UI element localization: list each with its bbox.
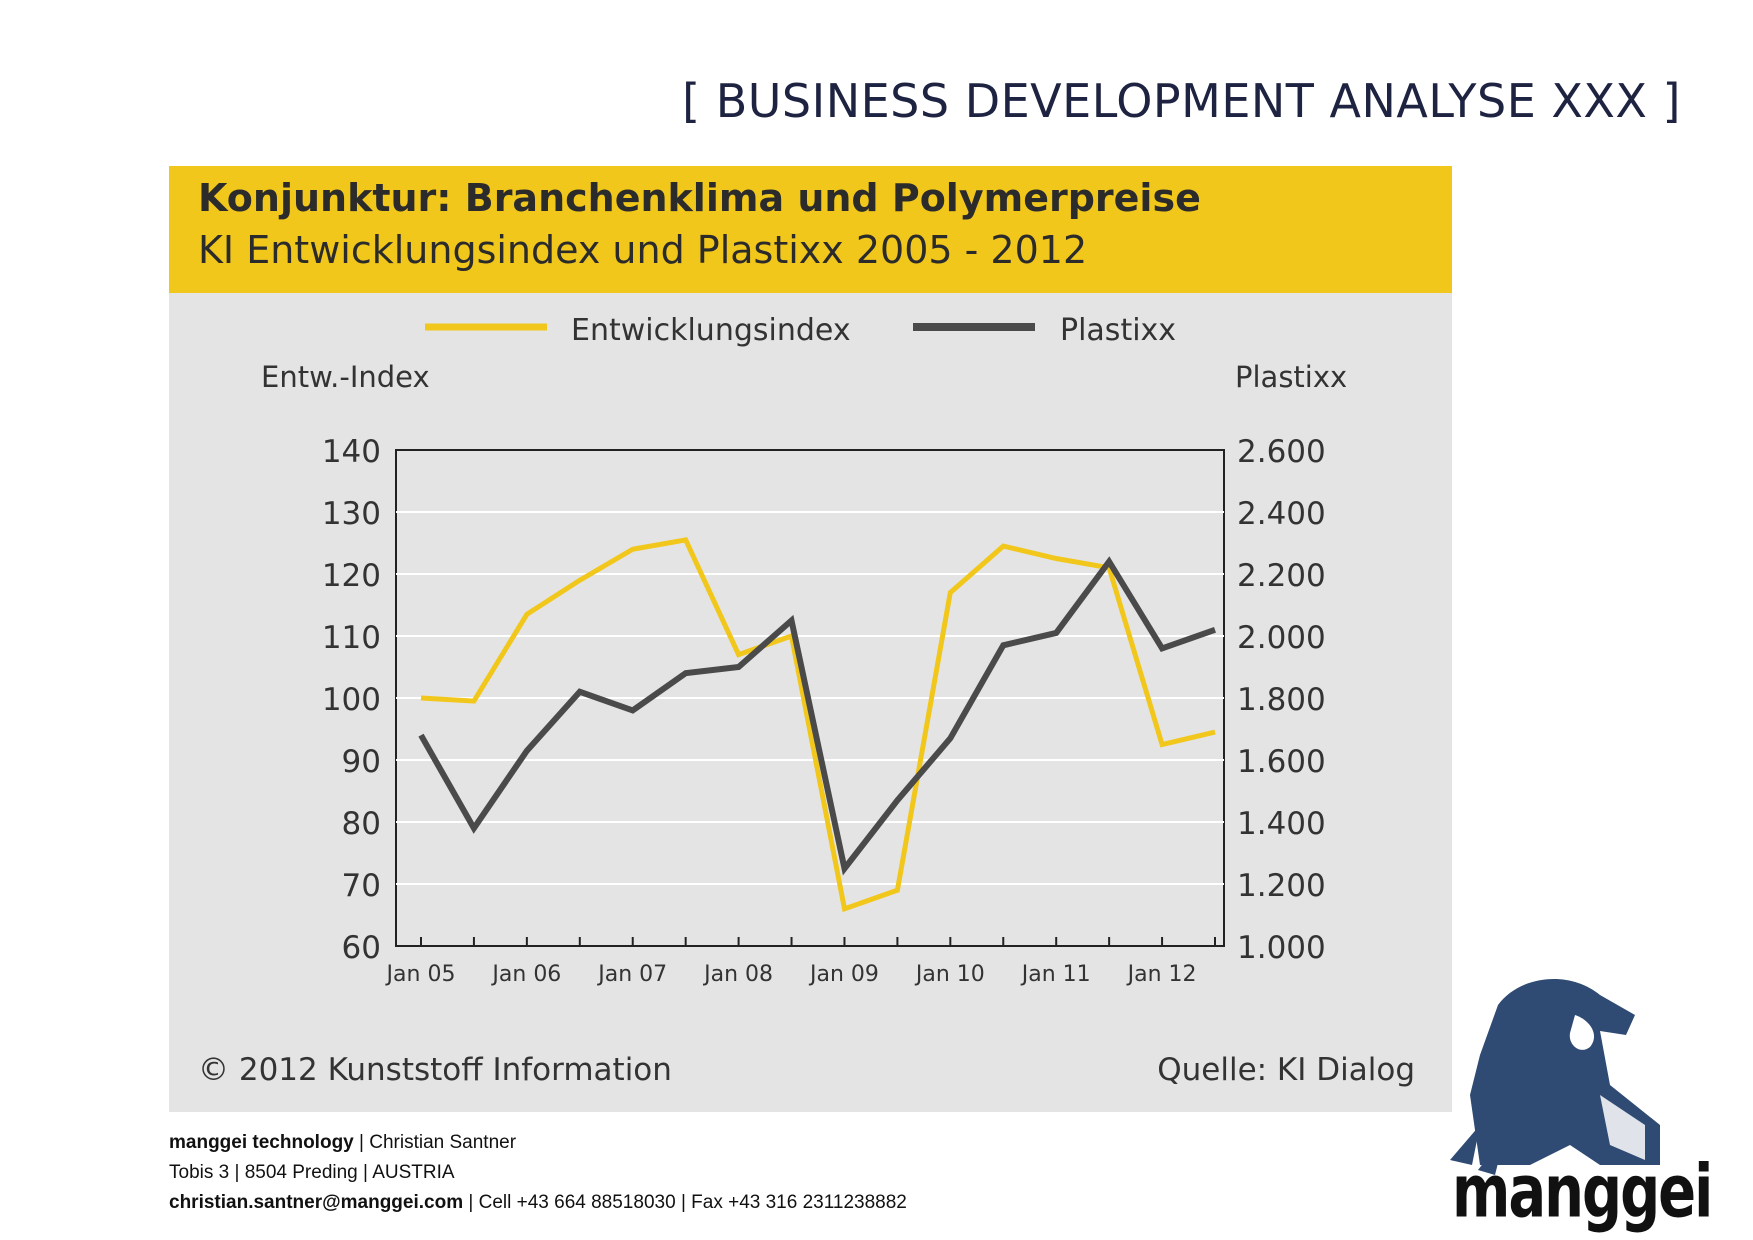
logo-wordmark: manggei <box>1452 1150 1713 1235</box>
y-tick-label-left: 140 <box>322 434 381 470</box>
y-tick-label-right: 2.200 <box>1237 558 1326 594</box>
x-tick-label: Jan 07 <box>596 962 667 987</box>
y-tick-label-left: 80 <box>342 806 381 842</box>
footer-separator: | <box>468 1192 474 1213</box>
y-tick-label-left: 120 <box>322 558 381 594</box>
y-tick-label-left: 110 <box>322 620 381 656</box>
series-line-entwicklungsindex <box>420 537 1216 913</box>
country: AUSTRIA <box>372 1162 455 1183</box>
x-tick-label: Jan 08 <box>702 962 773 987</box>
series-lines <box>418 537 1216 913</box>
footer-separator: | <box>363 1162 368 1183</box>
x-tick-label: Jan 09 <box>808 962 879 987</box>
street: Tobis 3 <box>169 1162 230 1183</box>
chart-title: Konjunktur: Branchenklima und Polymerpre… <box>198 176 1201 220</box>
slide-title: [ BUSINESS DEVELOPMENT ANALYSE XXX ] <box>682 74 1681 128</box>
y-axis-right-title: Plastixx <box>1235 360 1347 394</box>
footer-line-1: manggei technology | Christian Santner <box>169 1128 907 1158</box>
line-chart: Entwicklungsindex Plastixx Entw.-Index P… <box>198 313 1415 1088</box>
copyright-text: © 2012 Kunststoff Information <box>198 1052 672 1088</box>
series-line-plastixx <box>418 556 1216 876</box>
y-tick-label-right: 2.400 <box>1237 496 1326 532</box>
x-tick-label: Jan 05 <box>385 962 456 987</box>
source-text: Quelle: KI Dialog <box>1157 1052 1415 1088</box>
y-tick-label-left: 70 <box>342 868 381 904</box>
y-tick-label-right: 1.800 <box>1237 682 1326 718</box>
city: 8504 Preding <box>244 1162 358 1183</box>
y-tick-label-right: 1.400 <box>1237 806 1326 842</box>
y-tick-label-right: 1.000 <box>1237 930 1326 966</box>
cell-number: Cell +43 664 88518030 <box>478 1192 676 1213</box>
y-ticks-right: 2.600 2.400 2.200 2.000 1.800 1.600 1.400 1.200… <box>1237 434 1326 966</box>
y-tick-label-left: 90 <box>342 744 381 780</box>
y-axis-left-title: Entw.-Index <box>261 360 430 394</box>
y-ticks-left: 140 130 120 110 100 90 80 70 60 <box>322 434 381 966</box>
footer-separator: | <box>680 1192 686 1213</box>
fax-number: Fax +43 316 2311238882 <box>691 1192 907 1213</box>
chart-subtitle: KI Entwicklungsindex und Plastixx 2005 -… <box>198 228 1088 272</box>
footer-line-3: christian.santner@manggei.com | Cell +43… <box>169 1188 907 1218</box>
y-tick-label-right: 2.000 <box>1237 620 1326 656</box>
y-tick-label-left: 100 <box>322 682 381 718</box>
person-name: Christian Santner <box>369 1132 517 1153</box>
y-tick-label-right: 1.200 <box>1237 868 1326 904</box>
y-tick-label-right: 2.600 <box>1237 434 1326 470</box>
chart-panel: Konjunktur: Branchenklima und Polymerpre… <box>169 166 1452 1112</box>
y-tick-label-left: 130 <box>322 496 381 532</box>
company-name: manggei technology <box>169 1132 354 1153</box>
beaver-mascot-icon <box>1450 978 1660 1175</box>
footer-contact: manggei technology | Christian Santner T… <box>169 1128 907 1218</box>
legend-label-entwicklungsindex: Entwicklungsindex <box>571 313 851 348</box>
footer-separator: | <box>359 1132 364 1153</box>
footer-line-2: Tobis 3 | 8504 Preding | AUSTRIA <box>169 1158 907 1188</box>
x-tick-label: Jan 11 <box>1020 962 1091 987</box>
y-tick-label-right: 1.600 <box>1237 744 1326 780</box>
y-tick-label-left: 60 <box>342 930 381 966</box>
x-tick-label: Jan 06 <box>490 962 561 987</box>
legend-label-plastixx: Plastixx <box>1060 313 1176 348</box>
x-tick-label: Jan 12 <box>1126 962 1197 987</box>
x-tick-label: Jan 10 <box>914 962 985 987</box>
email-link[interactable]: christian.santner@manggei.com <box>169 1192 464 1213</box>
footer-separator: | <box>234 1162 240 1183</box>
chart-header: Konjunktur: Branchenklima und Polymerpre… <box>169 166 1452 293</box>
x-ticks: Jan 05 Jan 06 Jan 07 Jan 08 Jan 09 Jan 10 Jan … <box>385 937 1216 987</box>
